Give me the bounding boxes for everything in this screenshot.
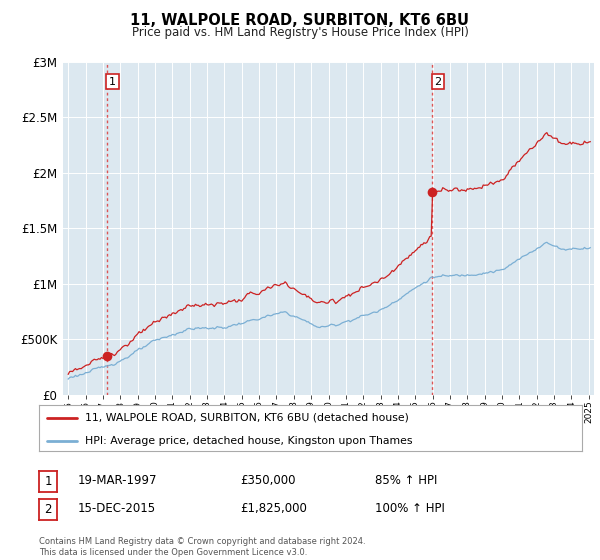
Text: 1: 1 [109, 77, 116, 87]
Text: 19-MAR-1997: 19-MAR-1997 [78, 474, 157, 487]
Text: HPI: Average price, detached house, Kingston upon Thames: HPI: Average price, detached house, King… [85, 436, 413, 446]
Text: 2: 2 [434, 77, 442, 87]
Text: 85% ↑ HPI: 85% ↑ HPI [375, 474, 437, 487]
Text: 15-DEC-2015: 15-DEC-2015 [78, 502, 156, 515]
Text: Price paid vs. HM Land Registry's House Price Index (HPI): Price paid vs. HM Land Registry's House … [131, 26, 469, 39]
Text: 11, WALPOLE ROAD, SURBITON, KT6 6BU: 11, WALPOLE ROAD, SURBITON, KT6 6BU [131, 13, 470, 29]
Text: 11, WALPOLE ROAD, SURBITON, KT6 6BU (detached house): 11, WALPOLE ROAD, SURBITON, KT6 6BU (det… [85, 413, 409, 423]
Text: 2: 2 [44, 503, 52, 516]
Text: 1: 1 [44, 475, 52, 488]
Text: £1,825,000: £1,825,000 [240, 502, 307, 515]
Text: £350,000: £350,000 [240, 474, 296, 487]
Text: Contains HM Land Registry data © Crown copyright and database right 2024.
This d: Contains HM Land Registry data © Crown c… [39, 537, 365, 557]
Text: 100% ↑ HPI: 100% ↑ HPI [375, 502, 445, 515]
